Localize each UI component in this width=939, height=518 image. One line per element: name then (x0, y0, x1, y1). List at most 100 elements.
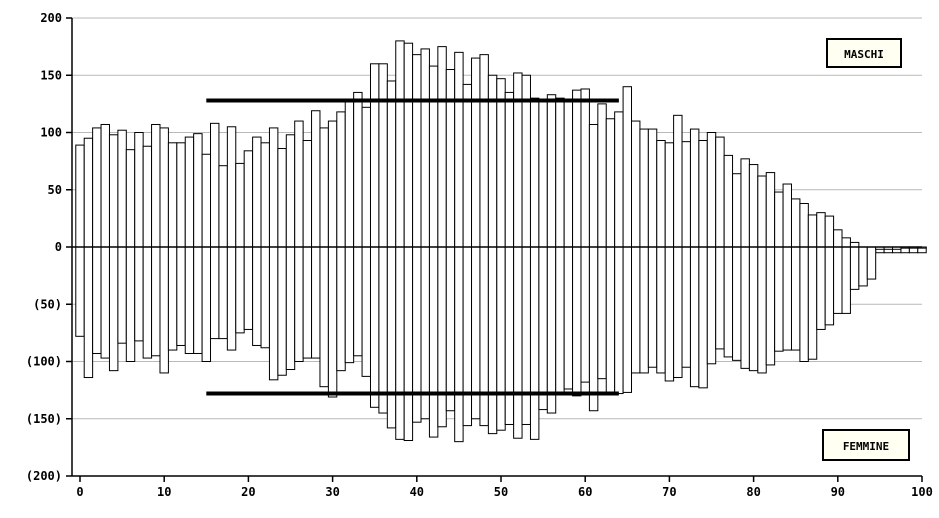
bar-femmine (774, 246, 784, 352)
bar-maschi (184, 136, 195, 248)
bar-femmine (614, 246, 624, 395)
bar-femmine (563, 246, 574, 390)
bar-femmine (83, 246, 94, 379)
x-tick-label: 60 (578, 485, 592, 499)
bar-femmine (108, 246, 119, 372)
bar-femmine (866, 246, 877, 280)
bar-maschi (841, 237, 851, 248)
bar-maschi (243, 150, 254, 248)
bar-maschi (125, 149, 136, 248)
bar-maschi (151, 123, 161, 248)
bar-femmine (151, 246, 161, 357)
bar-maschi (218, 165, 228, 248)
bar-femmine (218, 246, 228, 340)
bar-maschi (471, 57, 481, 248)
bar-maschi (437, 46, 447, 248)
bar-maschi (361, 106, 371, 248)
bar-maschi (344, 99, 355, 248)
bar-maschi (428, 65, 439, 248)
bar-maschi (378, 63, 388, 248)
bar-femmine (167, 246, 178, 351)
bar-maschi (588, 123, 599, 248)
bar-maschi (353, 91, 363, 248)
bar-maschi (117, 129, 127, 248)
bar-femmine (689, 246, 700, 388)
bar-maschi (159, 127, 169, 248)
bar-femmine (849, 246, 860, 290)
bar-maschi (740, 158, 750, 248)
bar-femmine (210, 246, 220, 340)
bar-femmine (496, 246, 506, 431)
bar-femmine (824, 246, 835, 326)
bar-femmine (260, 246, 270, 349)
bar-femmine (605, 246, 616, 395)
y-tick-label: 150 (40, 68, 62, 82)
bar-femmine (555, 246, 565, 395)
bar-femmine (92, 246, 102, 354)
bar-maschi (319, 127, 329, 248)
bar-femmine (353, 246, 363, 357)
y-axis-ticks: 200 150 100 50 0 (50) (100) (150) (200) (26, 11, 72, 483)
bar-maschi (302, 140, 313, 248)
bar-maschi (681, 141, 691, 248)
bar-maschi (790, 198, 801, 248)
bar-femmine (529, 246, 540, 440)
bar-femmine (294, 246, 304, 362)
legend-femmine-label: FEMMINE (843, 440, 889, 453)
bar-maschi (824, 215, 835, 248)
bar-femmine (277, 246, 287, 376)
bar-femmine (816, 246, 826, 330)
bar-maschi (479, 54, 489, 248)
bar-femmine (698, 246, 708, 389)
bar-femmine (125, 246, 136, 362)
bar-maschi (723, 154, 734, 248)
bar-maschi (134, 132, 144, 248)
bar-maschi (529, 97, 540, 248)
x-tick-label: 40 (410, 485, 424, 499)
bar-femmine (159, 246, 169, 374)
bar-maschi (765, 172, 776, 248)
bar-maschi (268, 127, 279, 248)
bar-femmine (504, 246, 515, 425)
bar-femmine (487, 246, 498, 435)
bar-maschi (706, 132, 717, 248)
bar-femmine (740, 246, 750, 369)
bar-femmine (344, 246, 355, 364)
bar-femmine (715, 246, 725, 350)
bar-femmine (706, 246, 717, 365)
bar-femmine (361, 246, 371, 377)
bar-maschi (774, 191, 784, 248)
bar-femmine (302, 246, 313, 359)
bar-maschi (285, 134, 296, 248)
bar-femmine (268, 246, 279, 381)
bar-femmine (412, 246, 422, 423)
bar-femmine (782, 246, 792, 351)
bar-femmine (336, 246, 346, 372)
bar-maschi (816, 212, 826, 248)
bar-maschi (210, 122, 220, 248)
bar-femmine (513, 246, 523, 439)
bar-maschi (235, 162, 245, 248)
bar-maschi (563, 101, 574, 248)
bar-femmine (184, 246, 195, 354)
bar-maschi (673, 114, 683, 248)
bar-maschi (605, 118, 616, 248)
bar-maschi (639, 128, 649, 248)
bar-femmine (479, 246, 489, 427)
bar-femmine (319, 246, 329, 388)
bar-maschi (176, 142, 186, 248)
bar-femmine (546, 246, 557, 414)
bar-maschi (732, 173, 742, 248)
bar-maschi (252, 136, 262, 248)
bar-maschi (167, 142, 178, 248)
bar-femmine (765, 246, 776, 366)
bar-femmine (117, 246, 127, 344)
y-tick-label: (50) (33, 297, 62, 311)
bar-femmine (403, 246, 414, 442)
bar-femmine (395, 246, 405, 440)
bar-maschi (412, 54, 422, 248)
bar-femmine (428, 246, 439, 438)
bar-femmine (841, 246, 851, 314)
bar-femmine (681, 246, 691, 368)
